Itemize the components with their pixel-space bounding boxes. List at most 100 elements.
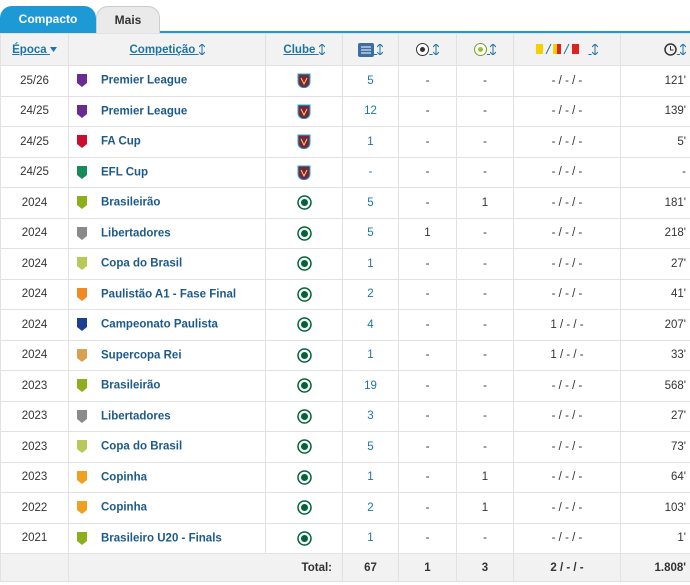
club-crest[interactable] — [296, 409, 312, 424]
total-row: Total: 67 1 3 2 / - / -1.808' — [0, 553, 690, 582]
competition-logo — [77, 531, 87, 545]
club-crest[interactable] — [296, 195, 312, 210]
data-row: 2024 Supercopa Rei 1- -1 / - / -33' — [0, 339, 690, 371]
cards: - / - / - — [513, 156, 621, 188]
club-crest[interactable] — [297, 134, 311, 150]
goals: - — [398, 248, 457, 280]
appearances: 5 — [342, 431, 399, 463]
competition-name[interactable]: Libertadores — [101, 410, 171, 423]
total-appearances: 67 — [342, 553, 399, 582]
assists: - — [456, 370, 514, 402]
minutes: 218' — [620, 217, 690, 249]
assists: - — [456, 278, 514, 310]
club-crest[interactable] — [296, 256, 312, 271]
competition: Copa do Brasil — [68, 248, 266, 280]
appearances: 1 — [342, 126, 399, 158]
goals: - — [398, 370, 457, 402]
minutes-header[interactable] — [620, 33, 690, 66]
season: 2023 — [0, 461, 69, 493]
season: 24/25 — [0, 95, 69, 127]
competition-name[interactable]: Premier League — [101, 74, 188, 87]
season: 2021 — [0, 522, 69, 554]
competition-logo — [77, 104, 87, 118]
header[interactable]: Competição — [68, 33, 266, 66]
club-crest[interactable] — [296, 348, 312, 363]
club-crest[interactable] — [296, 531, 312, 546]
competition-name[interactable]: Brasileirão — [101, 379, 161, 392]
goals: - — [398, 400, 457, 432]
competition-name[interactable]: Copa do Brasil — [101, 257, 183, 270]
tab[interactable]: Compacto — [0, 6, 96, 33]
competition: Premier League — [68, 65, 266, 97]
club — [265, 65, 343, 97]
competition-name[interactable]: Copa do Brasil — [101, 440, 183, 453]
assists-header[interactable] — [456, 33, 514, 66]
total-assists: 3 — [456, 553, 514, 582]
competition-logo — [77, 318, 87, 332]
season: 24/25 — [0, 126, 69, 158]
club-crest[interactable] — [296, 287, 312, 302]
competition-name[interactable]: Brasileirão — [101, 196, 161, 209]
competition-name[interactable]: Copinha — [101, 471, 147, 484]
season: 2024 — [0, 309, 69, 341]
competition-name[interactable]: Paulistão A1 - Fase Final — [101, 288, 237, 301]
header[interactable]: Clube — [265, 33, 343, 66]
goals-header[interactable] — [398, 33, 457, 66]
assists: - — [456, 400, 514, 432]
cards: - / - / - — [513, 278, 621, 310]
competition-name[interactable]: Libertadores — [101, 227, 171, 240]
assists: - — [456, 65, 514, 97]
goals: - — [398, 309, 457, 341]
cards: - / - / - — [513, 217, 621, 249]
data-row: 2024 Libertadores 5 1- - / - / -218' — [0, 217, 690, 249]
competition-name[interactable]: Campeonato Paulista — [101, 318, 218, 331]
club-crest[interactable] — [296, 500, 312, 515]
club-crest[interactable] — [297, 73, 311, 89]
competition-name[interactable]: Copinha — [101, 501, 147, 514]
competition: Brasileirão — [68, 187, 266, 219]
goals: - — [398, 65, 457, 97]
season: 2022 — [0, 492, 69, 524]
competition-name[interactable]: Supercopa Rei — [101, 349, 182, 362]
club-crest[interactable] — [296, 226, 312, 241]
competition-name[interactable]: Premier League — [101, 105, 188, 118]
assists: - — [456, 95, 514, 127]
club-crest[interactable] — [297, 104, 311, 120]
appearances: 5 — [342, 187, 399, 219]
competition: Libertadores — [68, 400, 266, 432]
competition-name[interactable]: Brasileiro U20 - Finals — [101, 532, 222, 545]
minutes: 207' — [620, 309, 690, 341]
assists: 1 — [456, 461, 514, 493]
competition-logo — [77, 470, 87, 484]
club-crest[interactable] — [296, 439, 312, 454]
data-row: 2022 Copinha 2-1- / - / -103' — [0, 492, 690, 524]
club — [265, 278, 343, 310]
cards-header[interactable] — [513, 33, 621, 66]
assists: 1 — [456, 187, 514, 219]
season: 25/26 — [0, 65, 69, 97]
season: 2024 — [0, 339, 69, 371]
club — [265, 217, 343, 249]
club-crest[interactable] — [296, 378, 312, 393]
goals: - — [398, 187, 457, 219]
club — [265, 187, 343, 219]
goals: - — [398, 461, 457, 493]
competition: Copinha — [68, 492, 266, 524]
header[interactable]: Época — [0, 33, 69, 66]
minutes: 181' — [620, 187, 690, 219]
data-row: 2023 Copa do Brasil 5- - - / - / -73' — [0, 431, 690, 463]
competition: Copinha — [68, 461, 266, 493]
appearances-header[interactable] — [342, 33, 399, 66]
competition-name[interactable]: EFL Cup — [101, 166, 149, 179]
total-label: Total: — [68, 553, 343, 582]
assists: - — [456, 522, 514, 554]
competition-logo — [77, 257, 87, 271]
club-crest[interactable] — [296, 470, 312, 485]
assists: - — [456, 126, 514, 158]
competition-name[interactable]: FA Cup — [101, 135, 141, 148]
appearances: 1 — [342, 339, 399, 371]
club-crest[interactable] — [297, 165, 311, 181]
competition-logo — [77, 287, 87, 301]
club-crest[interactable] — [296, 317, 312, 332]
tab[interactable]: Mais — [96, 6, 160, 33]
